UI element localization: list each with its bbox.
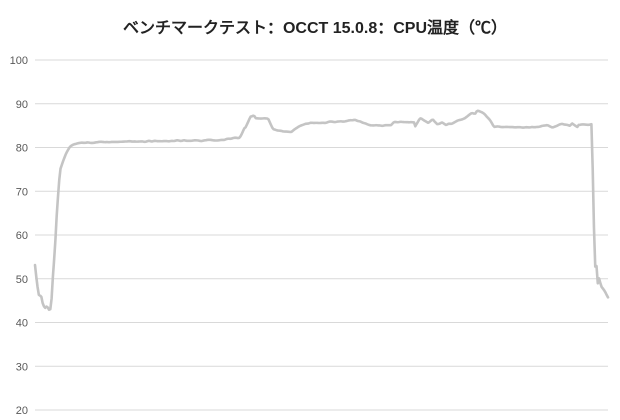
svg-text:20: 20 [16, 405, 28, 417]
svg-text:30: 30 [16, 361, 28, 373]
svg-text:50: 50 [16, 274, 28, 286]
svg-text:70: 70 [16, 186, 28, 198]
svg-text:80: 80 [16, 143, 28, 155]
svg-text:90: 90 [16, 99, 28, 111]
svg-text:60: 60 [16, 230, 28, 242]
svg-text:100: 100 [10, 55, 28, 67]
svg-text:40: 40 [16, 318, 28, 330]
